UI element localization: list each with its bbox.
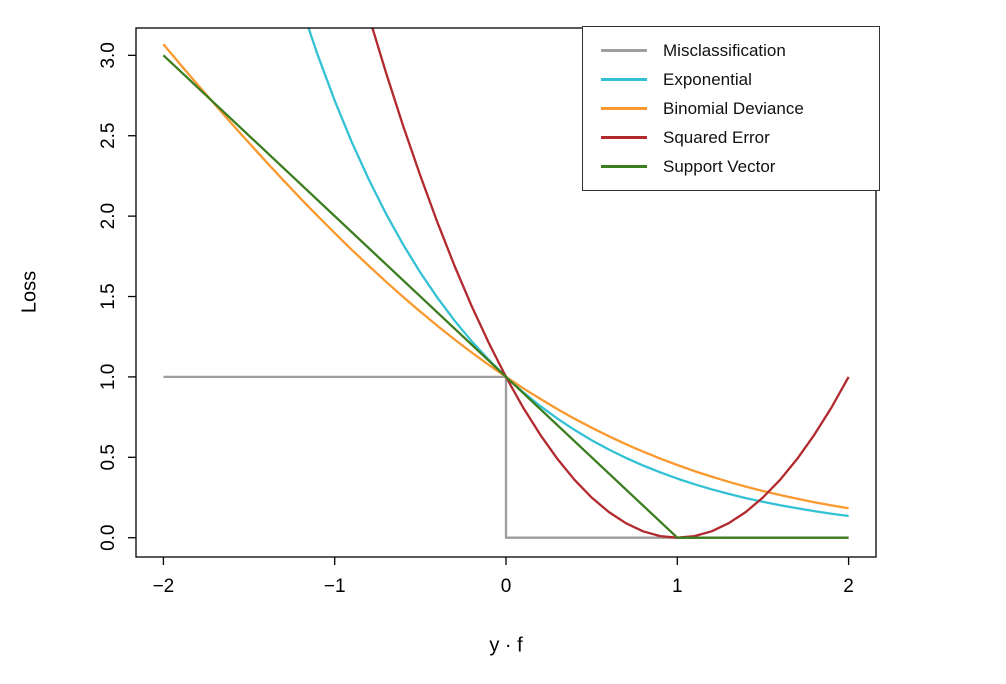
y-tick-label: 2.0 (98, 203, 119, 229)
legend-swatch-support-vector (601, 165, 647, 168)
y-tick-label: 0.0 (98, 524, 119, 550)
x-tick-label: −2 (153, 576, 175, 597)
legend-label-squared-error: Squared Error (663, 127, 770, 147)
legend-swatch-binomial-deviance (601, 107, 647, 110)
series-line-misclassification (163, 375, 849, 539)
legend-item-binomial-deviance: Binomial Deviance (583, 94, 879, 123)
x-tick-label: −1 (324, 576, 346, 597)
x-axis-title: y · f (489, 634, 523, 657)
legend-label-support-vector: Support Vector (663, 156, 776, 176)
series-line-support-vector (162, 54, 849, 539)
x-tick-label: 0 (501, 576, 512, 597)
legend-swatch-squared-error (601, 136, 647, 139)
legend-item-exponential: Exponential (583, 65, 879, 94)
y-tick-label: 2.5 (98, 123, 119, 149)
y-axis-title: Loss (18, 270, 41, 314)
legend-swatch-exponential (601, 78, 647, 81)
y-tick-label: 0.5 (98, 444, 119, 470)
x-tick-label: 1 (672, 576, 683, 597)
series-line-squared-error (371, 28, 850, 539)
legend-item-support-vector: Support Vector (583, 152, 879, 181)
x-tick-label: 2 (843, 576, 854, 597)
legend-label-misclassification: Misclassification (663, 40, 786, 60)
legend-item-squared-error: Squared Error (583, 123, 879, 152)
y-tick-label: 3.0 (98, 42, 119, 68)
legend-label-binomial-deviance: Binomial Deviance (663, 98, 804, 118)
y-tick-label: 1.0 (98, 364, 119, 390)
series-line-exponential (307, 28, 849, 518)
legend-swatch-misclassification (601, 49, 647, 52)
legend: Misclassification Exponential Binomial Dev… (582, 26, 880, 191)
legend-item-misclassification: Misclassification (583, 36, 879, 65)
y-tick-label: 1.5 (98, 283, 119, 309)
legend-label-exponential: Exponential (663, 69, 752, 89)
